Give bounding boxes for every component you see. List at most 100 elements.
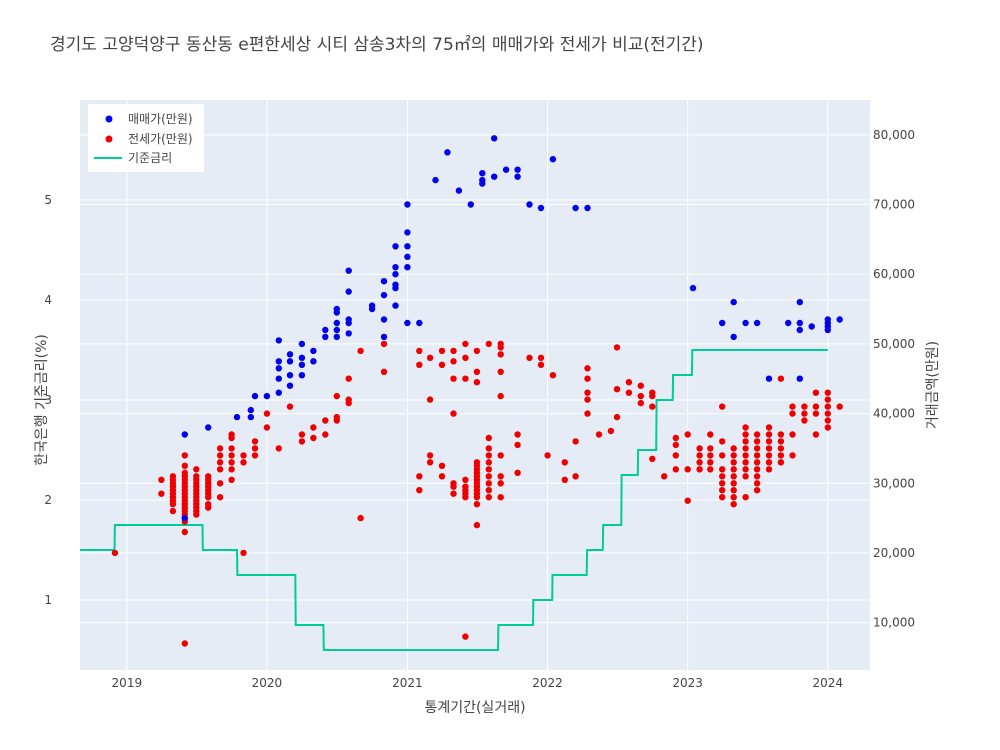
jeonse-point <box>426 354 434 361</box>
sale-point <box>796 375 803 382</box>
jeonse-point <box>742 438 749 445</box>
sale-point <box>345 267 352 274</box>
jeonse-point <box>696 459 703 466</box>
jeonse-point <box>544 452 551 459</box>
jeonse-point <box>742 473 749 480</box>
jeonse-point <box>824 410 831 417</box>
sale-point <box>404 201 411 208</box>
jeonse-point <box>572 438 579 445</box>
jeonse-point <box>812 389 820 396</box>
jeonse-point <box>777 445 785 452</box>
jeonse-point <box>730 494 737 501</box>
jeonse-point <box>450 375 457 382</box>
jeonse-point <box>765 445 773 452</box>
jeonse-point <box>707 452 714 459</box>
jeonse-point <box>380 340 388 348</box>
jeonse-point <box>497 368 504 375</box>
jeonse-point <box>753 431 761 438</box>
jeonse-point <box>672 441 679 449</box>
jeonse-point <box>380 368 388 375</box>
jeonse-point <box>497 392 504 400</box>
jeonse-point <box>462 354 469 361</box>
jeonse-point <box>497 351 504 358</box>
sale-point <box>380 291 388 299</box>
jeonse-point <box>719 480 726 487</box>
sale-point <box>380 333 388 341</box>
y-right-tick-label: 40,000 <box>873 407 915 421</box>
jeonse-point <box>485 445 492 452</box>
legend-label-jeonse: 전세가(만원) <box>128 132 193 146</box>
sale-point <box>392 243 399 250</box>
sale-point <box>584 204 591 212</box>
jeonse-point <box>730 473 737 480</box>
jeonse-point <box>742 494 749 501</box>
jeonse-point <box>707 445 714 452</box>
jeonse-point <box>742 466 749 473</box>
jeonse-point <box>462 375 469 382</box>
sale-point <box>286 382 294 389</box>
jeonse-point <box>730 480 737 487</box>
sale-point <box>416 319 423 327</box>
jeonse-point <box>777 452 785 459</box>
jeonse-point <box>514 469 521 476</box>
x-tick-label: 2021 <box>392 676 423 690</box>
jeonse-point <box>426 459 434 466</box>
sale-point <box>526 201 533 208</box>
sale-point <box>404 253 411 260</box>
jeonse-point <box>450 358 457 365</box>
jeonse-point <box>684 466 691 473</box>
legend-label-sale: 매매가(만원) <box>128 112 193 126</box>
sale-point <box>247 413 254 421</box>
jeonse-point <box>765 466 773 473</box>
jeonse-point <box>228 445 235 452</box>
jeonse-point <box>707 459 714 466</box>
jeonse-point <box>719 403 726 410</box>
sale-point <box>796 326 803 334</box>
jeonse-point <box>730 459 737 466</box>
jeonse-point <box>812 410 820 417</box>
jeonse-point <box>719 452 726 459</box>
jeonse-point <box>322 431 329 438</box>
jeonse-point <box>228 459 235 466</box>
jeonse-point <box>473 521 481 529</box>
jeonse-point <box>719 466 726 473</box>
jeonse-point <box>450 410 457 417</box>
legend-label-rate: 기준금리 <box>128 151 172 165</box>
jeonse-point <box>777 438 785 445</box>
y-left-tick-label: 5 <box>44 193 52 207</box>
jeonse-point <box>637 392 644 400</box>
jeonse-point <box>158 476 165 483</box>
sale-point <box>491 173 498 180</box>
jeonse-point <box>719 494 726 501</box>
sale-point <box>785 319 792 327</box>
legend-marker-jeonse <box>105 135 113 143</box>
jeonse-point <box>497 494 504 501</box>
jeonse-point <box>251 452 259 459</box>
y-right-tick-label: 30,000 <box>873 476 915 490</box>
jeonse-point <box>625 389 633 396</box>
jeonse-point <box>251 445 259 452</box>
jeonse-point <box>286 403 294 410</box>
jeonse-point <box>416 473 423 480</box>
jeonse-point <box>836 403 843 410</box>
sale-point <box>549 156 557 163</box>
sale-point <box>181 514 188 522</box>
jeonse-point <box>333 392 340 400</box>
sale-point <box>263 392 271 400</box>
jeonse-point <box>193 473 200 480</box>
jeonse-point <box>801 417 808 424</box>
sale-point <box>298 361 306 368</box>
jeonse-point <box>765 431 773 438</box>
y-left-tick-label: 2 <box>44 493 52 507</box>
sale-point <box>345 330 352 337</box>
jeonse-point <box>193 466 200 473</box>
x-tick-label: 2019 <box>112 676 143 690</box>
sale-point <box>742 319 749 327</box>
jeonse-point <box>584 389 591 396</box>
x-tick-label: 2020 <box>252 676 283 690</box>
sale-point <box>251 392 259 400</box>
x-tick-label: 2024 <box>813 676 844 690</box>
jeonse-point <box>753 473 761 480</box>
jeonse-point <box>438 462 446 469</box>
chart-title: 경기도 고양덕양구 동산동 e편한세상 시티 삼송3차의 75㎡의 매매가와 전… <box>50 35 704 55</box>
